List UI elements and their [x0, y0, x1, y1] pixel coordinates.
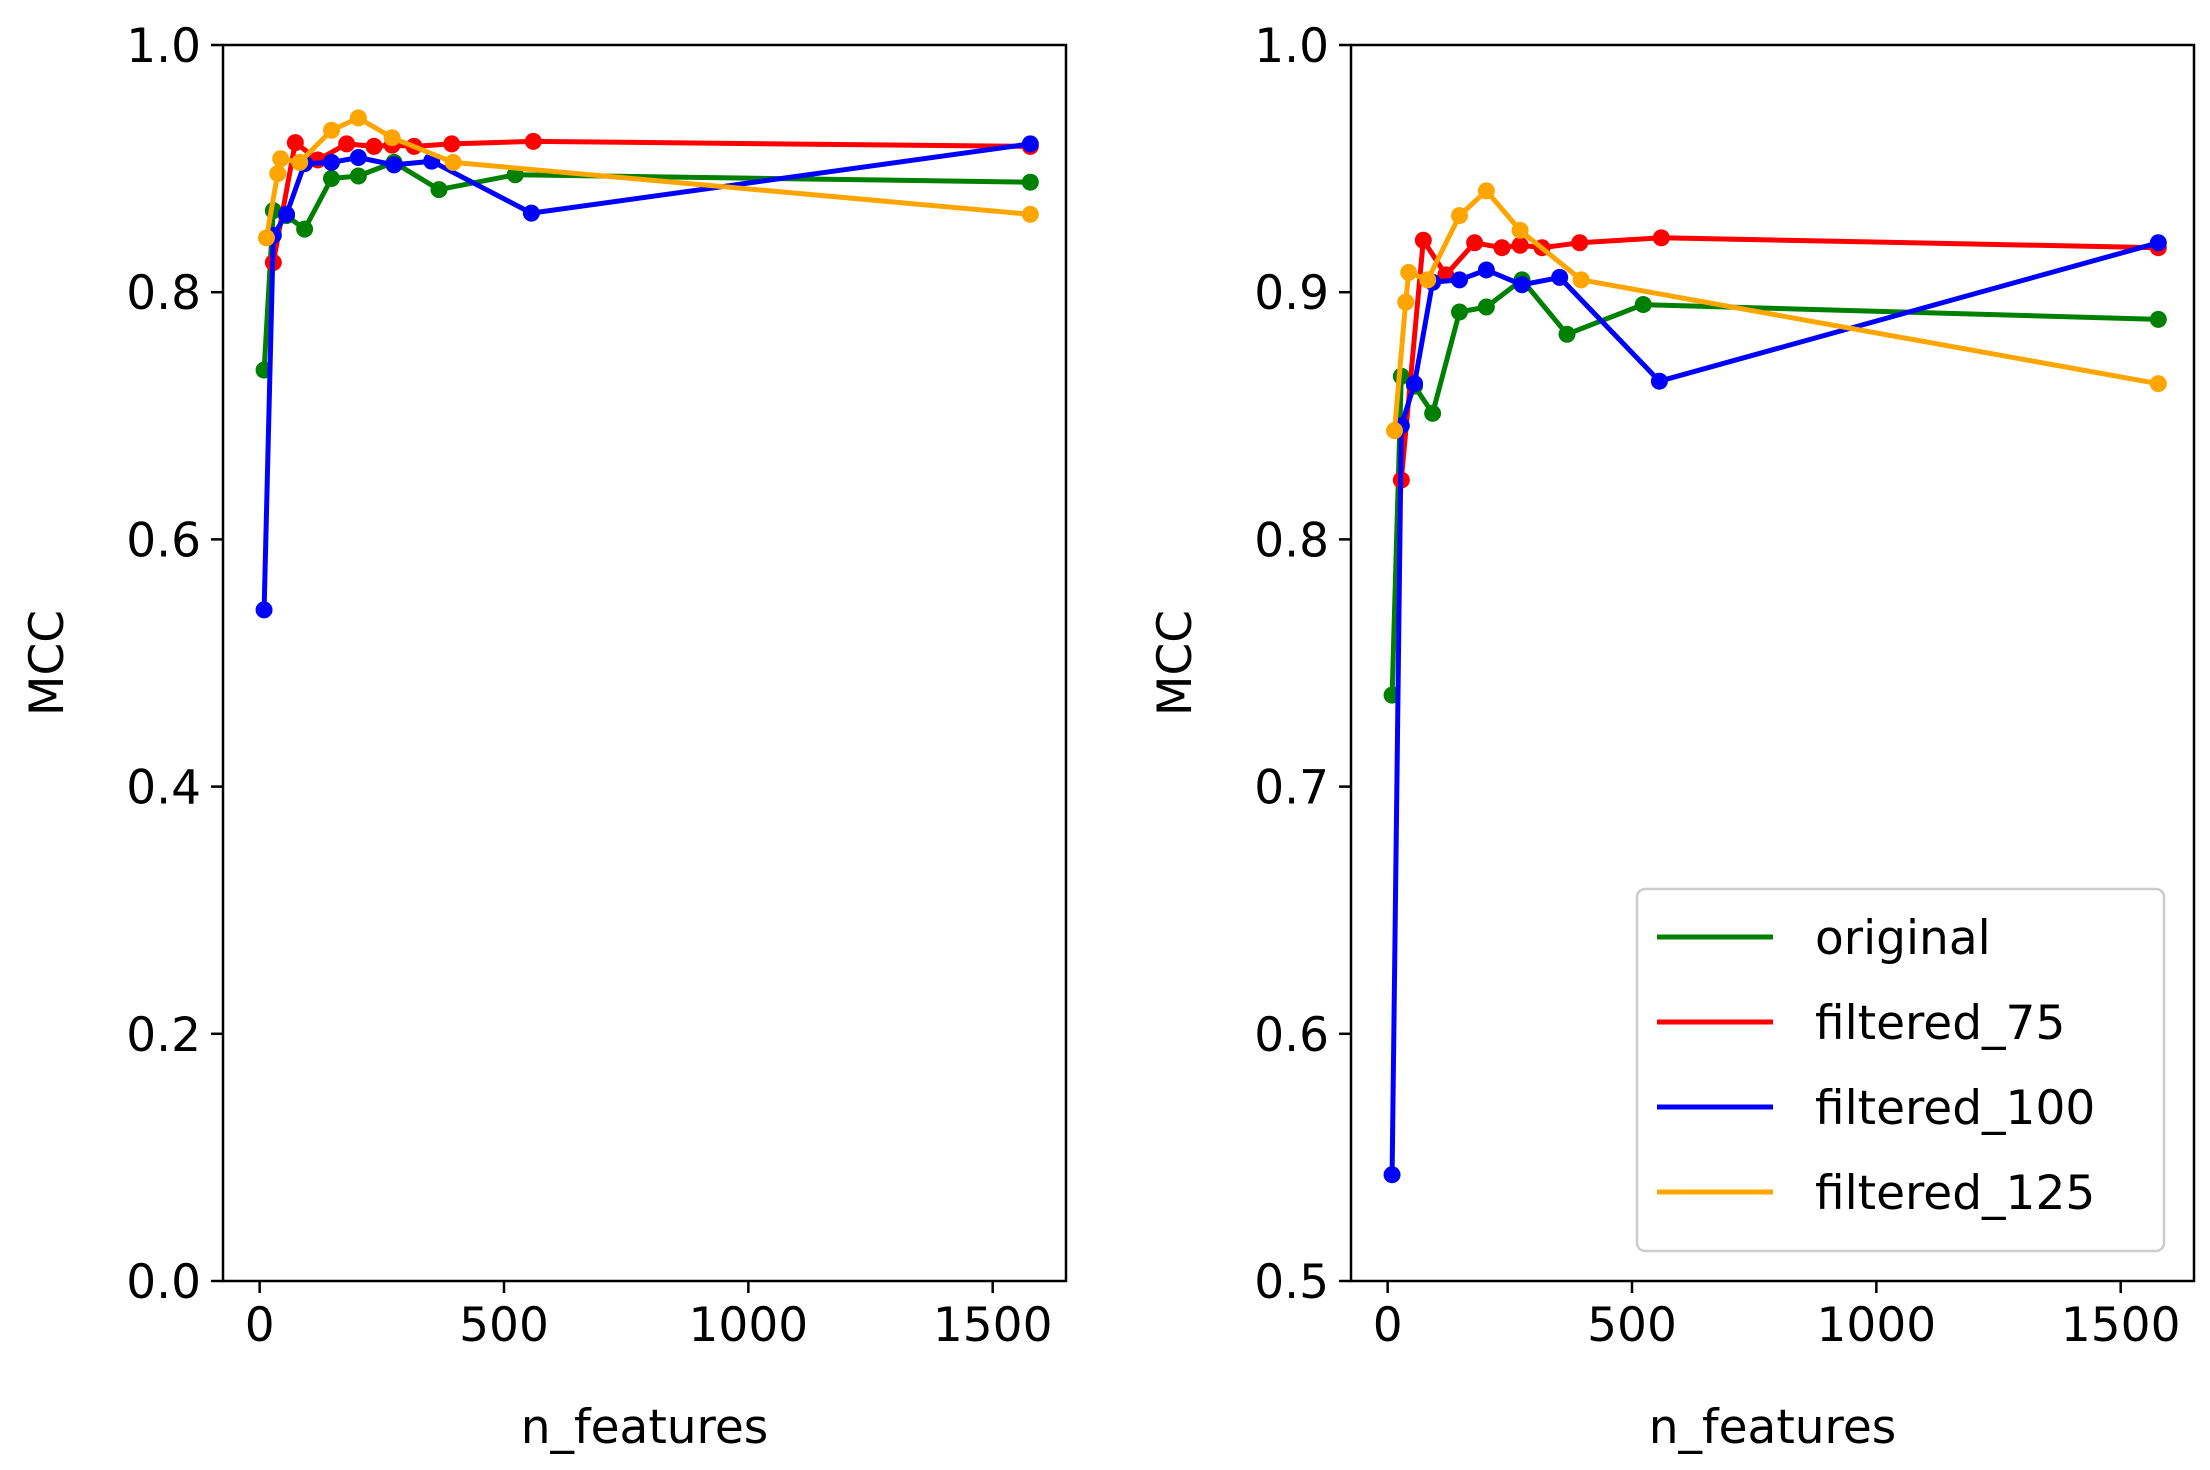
data-point-filtered_125	[1021, 205, 1039, 223]
series-line-filtered_100	[261, 141, 1033, 613]
data-point-filtered_125	[349, 109, 367, 127]
legend-label: filtered_100	[1815, 1081, 2095, 1136]
data-point-filtered_100	[278, 205, 296, 223]
data-point-original	[1424, 404, 1442, 422]
data-point-filtered_100	[522, 204, 540, 222]
x-tick-label: 1000	[689, 1298, 809, 1353]
x-tick-label: 500	[459, 1298, 549, 1353]
data-point-filtered_75	[1652, 229, 1670, 247]
y-tick-label: 0.7	[1254, 761, 1329, 816]
data-point-filtered_100	[1477, 261, 1495, 279]
data-point-filtered_75	[1414, 231, 1432, 249]
y-axis-label: MCC	[1148, 610, 1203, 716]
data-point-filtered_100	[1383, 1166, 1401, 1184]
data-point-original	[1477, 298, 1495, 316]
y-tick-label: 0.9	[1254, 266, 1329, 321]
data-point-filtered_75	[1511, 236, 1529, 254]
data-point-filtered_100	[1650, 372, 1668, 390]
data-point-filtered_75	[443, 135, 461, 153]
data-point-original	[296, 220, 314, 238]
axes-frame	[1349, 43, 2196, 1283]
series-line-filtered_75	[270, 138, 1033, 265]
data-point-filtered_100	[385, 156, 403, 174]
data-point-original	[430, 181, 448, 199]
plot-area	[255, 109, 1039, 619]
left-chart-panel: 0 500 1000 1500 0.0 0.2 0.4 0.6 0.8 1.0 n_features…	[20, 19, 1068, 1455]
y-tick-label: 0.8	[1254, 513, 1329, 568]
data-point-original	[1558, 325, 1576, 343]
plot-area	[1383, 182, 2167, 1184]
series-line-filtered_125	[264, 115, 1033, 241]
data-point-filtered_125	[1397, 293, 1415, 311]
data-point-filtered_125	[1477, 182, 1495, 200]
data-point-filtered_100	[1406, 375, 1424, 393]
data-point-original	[2149, 310, 2167, 328]
right-chart-panel: 0 500 1000 1500 0.5 0.6 0.7 0.8 0.9 1.0 n_features…	[1148, 19, 2196, 1455]
x-tick-label: 500	[1587, 1298, 1677, 1353]
data-point-filtered_100	[1450, 271, 1468, 289]
series-line-filtered_75	[1398, 235, 2161, 483]
data-point-original	[1021, 173, 1039, 191]
data-point-original	[1634, 296, 1652, 314]
x-axis-label: n_features	[1649, 1400, 1896, 1455]
data-point-filtered_125	[322, 121, 340, 139]
data-point-filtered_75	[1493, 239, 1511, 257]
data-point-original	[322, 169, 340, 187]
y-tick-label: 0.6	[1254, 1008, 1329, 1063]
data-point-original	[1450, 303, 1468, 321]
data-point-filtered_100	[255, 601, 273, 619]
data-point-filtered_100	[349, 148, 367, 166]
data-point-filtered_75	[524, 132, 542, 150]
y-tick-label: 0.4	[126, 761, 201, 816]
data-point-filtered_100	[322, 153, 340, 171]
data-point-filtered_125	[1572, 271, 1590, 289]
y-tick-label: 0.8	[126, 266, 201, 321]
data-point-filtered_125	[2149, 375, 2167, 393]
y-tick-label: 1.0	[126, 19, 201, 74]
x-tick-label: 1500	[2061, 1298, 2181, 1353]
series-line-original	[261, 159, 1033, 373]
data-point-filtered_125	[1450, 207, 1468, 225]
data-point-filtered_125	[383, 129, 401, 147]
data-point-filtered_75	[1571, 234, 1589, 252]
x-tick-label: 1000	[1817, 1298, 1937, 1353]
y-axis-label: MCC	[20, 610, 75, 716]
data-point-filtered_125	[1419, 271, 1437, 289]
data-point-filtered_100	[1513, 276, 1531, 294]
x-tick-label: 1500	[933, 1298, 1053, 1353]
axes-frame	[221, 43, 1068, 1283]
y-tick-label: 0.0	[126, 1255, 201, 1310]
data-point-original	[349, 167, 367, 185]
y-tick-label: 1.0	[1254, 19, 1329, 74]
data-point-filtered_125	[272, 150, 290, 168]
data-point-filtered_75	[286, 134, 304, 152]
legend-label: filtered_125	[1815, 1166, 2095, 1221]
x-tick-label: 0	[1373, 1298, 1403, 1353]
series-line-filtered_100	[1389, 240, 2161, 1178]
legend-label: filtered_75	[1815, 996, 2065, 1051]
data-point-filtered_100	[1021, 135, 1039, 153]
y-tick-label: 0.6	[126, 513, 201, 568]
data-point-filtered_125	[257, 229, 275, 247]
legend-box	[1635, 887, 2166, 1253]
data-point-filtered_125	[444, 153, 462, 171]
data-point-filtered_125	[1511, 221, 1529, 239]
legend: original filtered_75 filtered_100 filtered_…	[1635, 887, 2166, 1253]
data-point-filtered_125	[1400, 263, 1418, 281]
series-line-original	[1389, 277, 2161, 698]
data-point-filtered_100	[2149, 234, 2167, 252]
data-point-filtered_75	[1466, 234, 1484, 252]
data-point-filtered_75	[338, 135, 356, 153]
data-point-filtered_125	[291, 153, 309, 171]
y-tick-label: 0.5	[1254, 1255, 1329, 1310]
legend-label: original	[1815, 911, 1991, 966]
data-point-filtered_75	[365, 137, 383, 155]
data-point-filtered_125	[1385, 422, 1403, 440]
x-axis-label: n_features	[521, 1400, 768, 1455]
data-point-filtered_100	[1551, 268, 1569, 286]
x-tick-label: 0	[245, 1298, 275, 1353]
y-tick-label: 0.2	[126, 1008, 201, 1063]
data-point-filtered_125	[269, 165, 287, 183]
